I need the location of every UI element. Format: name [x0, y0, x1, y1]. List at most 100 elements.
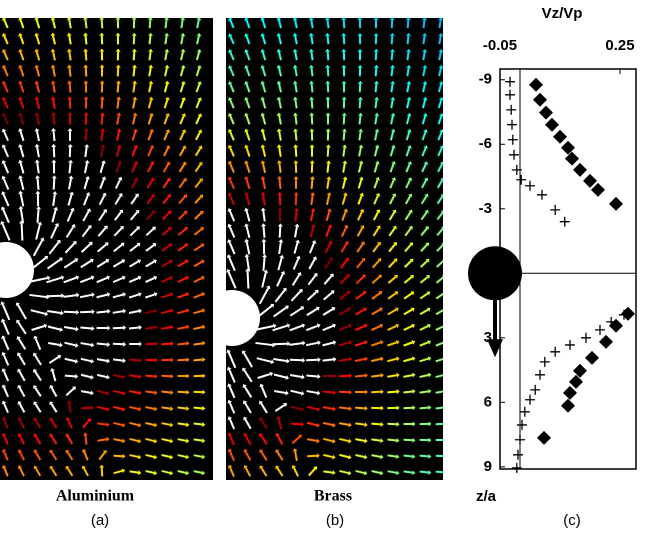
vector-arrow [193, 309, 203, 315]
vector-arrow [293, 467, 299, 477]
vector-arrow [326, 179, 330, 189]
vector-arrow [245, 147, 251, 157]
vector-arrow [374, 99, 378, 109]
vector-arrow [147, 131, 153, 141]
vector-field-a [0, 18, 206, 477]
vector-arrowhead [425, 275, 430, 280]
vector-arrow [36, 146, 40, 158]
vector-arrowhead [311, 224, 316, 228]
vector-arrowhead [196, 65, 202, 69]
vector-arrowhead [149, 128, 154, 133]
vector-arrowhead [183, 227, 188, 231]
vector-arrowhead [308, 64, 314, 69]
vector-arrow [339, 275, 349, 285]
vector-arrowhead [123, 325, 127, 331]
vector-arrow [161, 469, 171, 475]
plus-point [559, 216, 570, 227]
vector-arrowhead [276, 64, 282, 69]
vector-arrow [84, 35, 88, 45]
vector-arrow [342, 19, 346, 29]
vector-arrow [262, 178, 266, 190]
panel-b-background [226, 18, 443, 480]
vector-arrow [387, 357, 397, 363]
vector-arrow [193, 228, 203, 236]
vector-arrowhead [313, 272, 318, 277]
vector-arrow [291, 274, 301, 286]
vector-arrow [193, 358, 203, 362]
vector-arrowhead [34, 80, 40, 85]
vector-arrow [163, 83, 169, 93]
vector-arrowhead [309, 112, 315, 116]
vector-arrowhead [260, 96, 266, 101]
vector-arrow [387, 454, 397, 458]
vector-arrow [310, 115, 314, 125]
vector-arrowhead [357, 80, 363, 84]
vector-arrowhead [373, 32, 379, 36]
vector-arrowhead [345, 274, 350, 278]
vector-arrow [340, 243, 348, 253]
vector-arrow [355, 275, 365, 285]
vector-arrow [179, 115, 185, 125]
vector-arrowhead [293, 160, 299, 164]
vector-arrowhead [343, 192, 348, 197]
vector-arrow [180, 19, 184, 29]
vector-arrowhead [87, 418, 92, 423]
vector-arrowhead [380, 372, 384, 378]
vector-arrow [35, 51, 41, 61]
vector-arrow [64, 242, 76, 254]
vector-arrowhead [293, 144, 299, 148]
vector-arrow [129, 454, 139, 458]
vector-arrowhead [65, 417, 71, 421]
vector-arrow [403, 374, 413, 378]
vector-arrow [161, 406, 171, 410]
vector-arrowhead [104, 242, 109, 247]
vector-arrowhead [282, 287, 287, 292]
vector-arrowhead [300, 390, 305, 396]
vector-arrowhead [439, 129, 443, 133]
vector-arrowhead [407, 161, 413, 165]
vector-arrowhead [117, 160, 123, 165]
plus-point [505, 76, 515, 87]
vector-arrowhead [380, 405, 384, 411]
vector-arrow [245, 241, 251, 255]
vector-arrow [406, 83, 410, 93]
vector-arrowhead [428, 437, 432, 443]
vector-arrowhead [107, 325, 111, 331]
plus-point [525, 394, 535, 405]
vector-arrow [438, 19, 442, 29]
vector-arrow [435, 470, 443, 474]
vector-arrow [322, 324, 334, 332]
vector-arrowhead [90, 342, 95, 348]
vector-arrow [129, 390, 139, 394]
vector-arrow [389, 131, 395, 141]
vector-arrowhead [377, 274, 382, 279]
vector-arrow [98, 194, 106, 206]
vector-arrowhead [395, 340, 400, 345]
vector-arrowhead [341, 96, 347, 100]
vector-arrow [63, 276, 77, 284]
vector-arrowhead [122, 358, 126, 364]
vector-arrow [387, 374, 397, 378]
vector-arrow [435, 390, 443, 394]
plus-point [606, 316, 617, 327]
vector-arrowhead [329, 273, 334, 278]
vector-arrowhead [439, 161, 443, 165]
vector-arrow [421, 179, 427, 189]
vector-arrow [64, 357, 76, 363]
vector-arrowhead [241, 350, 247, 355]
vector-arrow [52, 193, 56, 207]
vector-arrowhead [412, 372, 416, 378]
vector-arrowhead [380, 438, 384, 444]
diamond-point [533, 92, 547, 107]
vector-arrow [373, 195, 379, 205]
vector-arrowhead [293, 191, 299, 196]
vector-arrow [322, 421, 334, 427]
plus-point [550, 204, 561, 215]
sphere-b [226, 290, 260, 346]
vector-arrowhead [227, 176, 233, 181]
vector-arrowhead [341, 32, 347, 36]
vector-arrowhead [427, 356, 432, 362]
vector-arrow [245, 256, 251, 272]
vector-arrow [276, 273, 284, 287]
vector-arrowhead [74, 258, 79, 263]
